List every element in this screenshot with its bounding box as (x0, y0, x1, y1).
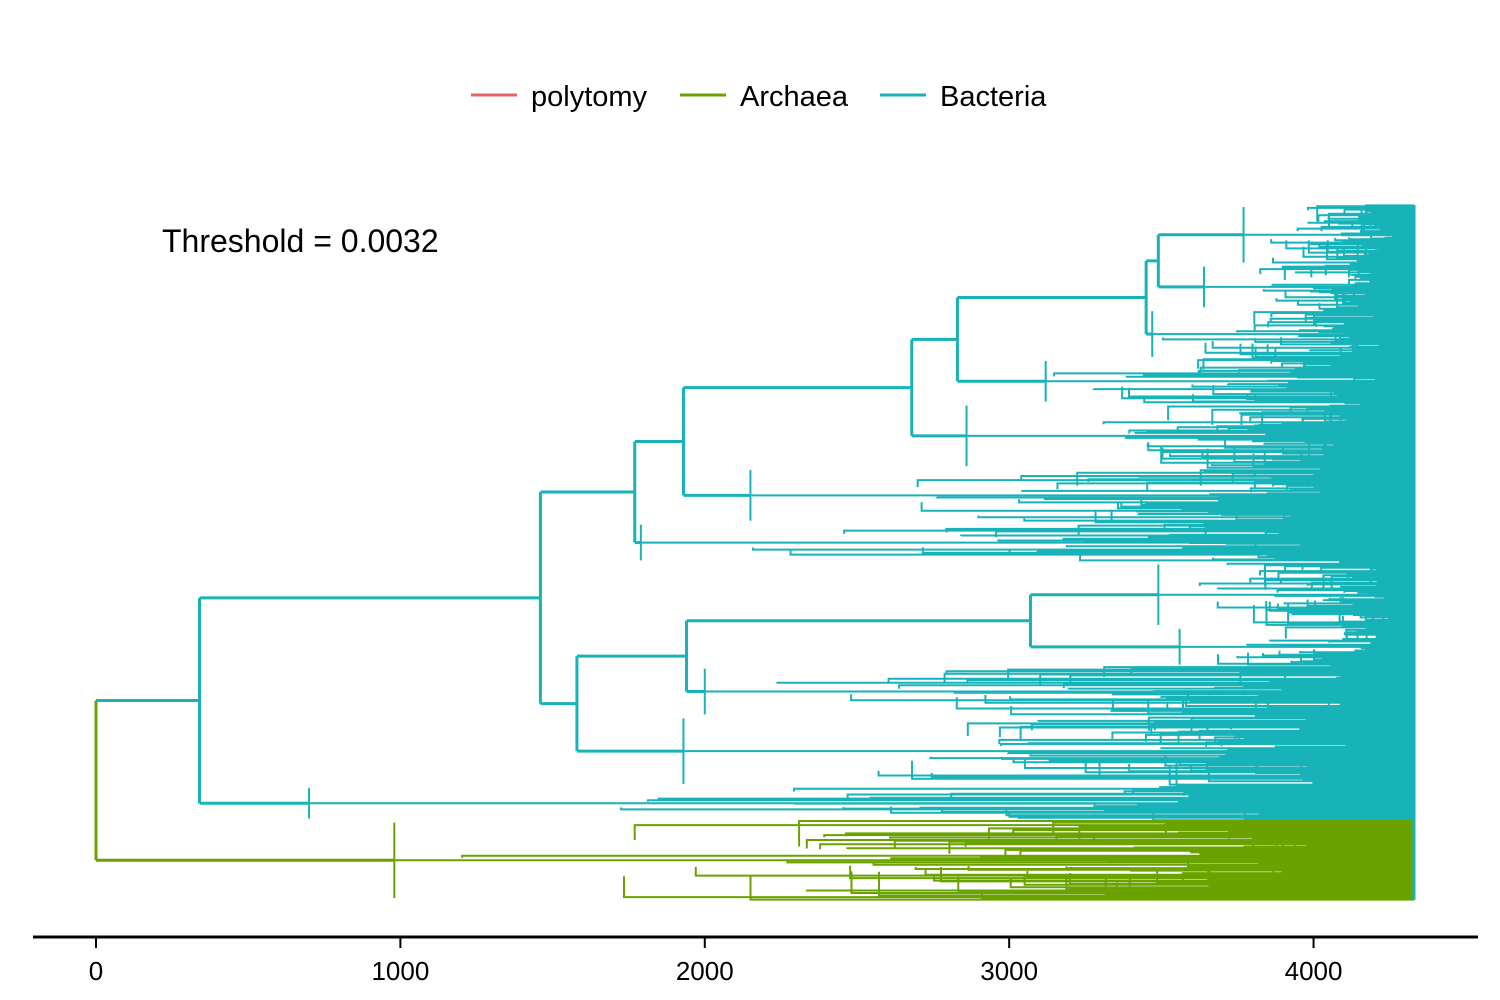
threshold-annotation: Threshold = 0.0032 (162, 223, 439, 259)
tip-fan-archaea (394, 820, 1414, 901)
tip-fan-bacteria (1045, 358, 1414, 405)
tip-fan-bacteria (750, 467, 1414, 524)
x-tick-label-3000: 3000 (980, 956, 1038, 986)
tip-fan-bacteria (1203, 264, 1414, 310)
x-axis: 0 1000 2000 3000 4000 (33, 935, 1478, 986)
tip-fan-bacteria (966, 403, 1414, 469)
tip-fan-bacteria (704, 666, 1414, 717)
legend-label-bacteria: Bacteria (940, 81, 1047, 113)
tree-branches (94, 204, 1416, 901)
x-tick-label-0: 0 (89, 956, 103, 986)
x-tick-label-2000: 2000 (676, 956, 734, 986)
tip-fan-bacteria (1243, 204, 1414, 266)
tip-fan-bacteria (1158, 561, 1414, 628)
tip-fan-bacteria (1179, 626, 1414, 668)
legend-label-archaea: Archaea (740, 81, 849, 113)
legend: polytomy Archaea Bacteria (471, 81, 1047, 113)
legend-label-polytomy: polytomy (531, 81, 648, 113)
tip-fan-bacteria (309, 785, 1414, 822)
tip-fan-bacteria (683, 715, 1414, 787)
tip-fan-bacteria (640, 522, 1414, 563)
tip-fan-bacteria (1152, 308, 1414, 360)
x-tick-label-4000: 4000 (1285, 956, 1343, 986)
x-tick-label-1000: 1000 (371, 956, 429, 986)
